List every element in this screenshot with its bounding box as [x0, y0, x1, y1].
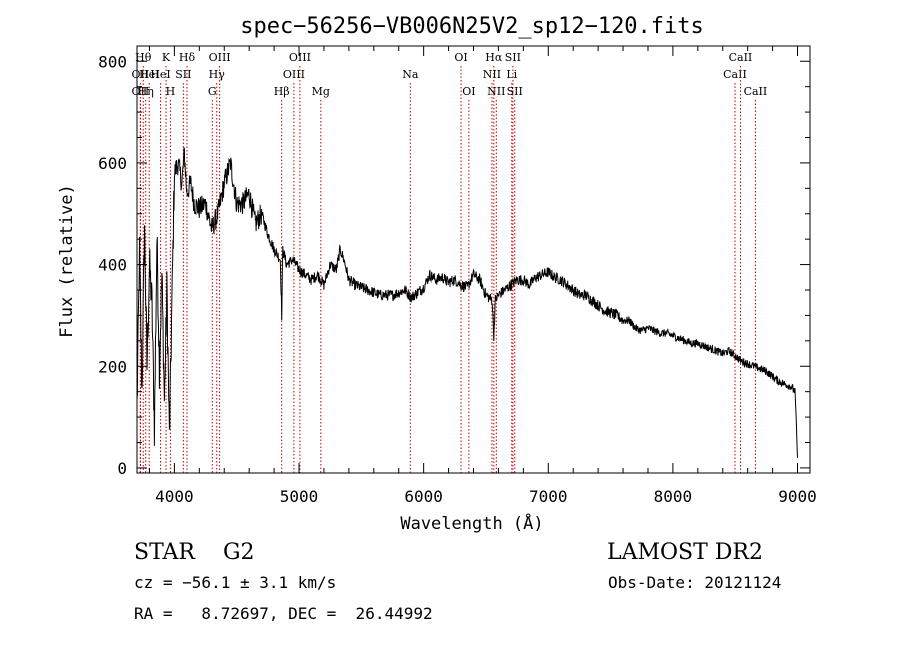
line-label: Hη: [138, 85, 154, 98]
line-label: OIII: [289, 51, 311, 64]
y-tick-label: 400: [98, 256, 127, 275]
ra-dec-line: RA = 8.72697, DEC = 26.44992: [134, 604, 433, 623]
line-label: HeI: [150, 68, 170, 81]
y-axis-label: Flux (relative): [57, 184, 77, 338]
chart-title: spec−56256−VB006N25V2_sp12−120.fits: [240, 14, 704, 39]
line-label: Hθ: [135, 51, 152, 64]
line-label: Hδ: [179, 51, 196, 64]
line-label: CaII: [744, 85, 768, 98]
x-tick-label: 6000: [404, 487, 443, 506]
line-label: NII: [483, 68, 501, 81]
line-label: CaII: [729, 51, 753, 64]
redshift-line: cz = −56.1 ± 3.1 km/s: [134, 573, 337, 592]
line-label: Hγ: [209, 68, 226, 81]
y-tick-label: 0: [117, 459, 127, 478]
y-tick-label: 600: [98, 154, 127, 173]
x-tick-label: 7000: [529, 487, 568, 506]
line-label: SII: [175, 68, 191, 81]
line-label: OIII: [209, 51, 231, 64]
line-label: CaII: [723, 68, 747, 81]
survey-name: LAMOST DR2: [607, 540, 763, 565]
line-label: NII: [487, 85, 505, 98]
object-class: STAR G2: [134, 540, 255, 565]
x-tick-label: 9000: [778, 487, 817, 506]
line-label: OII: [132, 68, 150, 81]
line-label: OIII: [283, 68, 305, 81]
spectrum-line: [136, 147, 798, 458]
line-label: Li: [506, 68, 517, 81]
x-tick-label: 4000: [155, 487, 194, 506]
line-label: OII: [132, 85, 150, 98]
x-tick-label: 5000: [280, 487, 319, 506]
line-label: HeI: [139, 68, 159, 81]
line-label: Na: [402, 68, 419, 81]
x-axis-label: Wavelength (Å): [400, 512, 543, 534]
axes: 4000 5000 6000 7000 8000 9000 0 200 400 600 800: [98, 45, 817, 506]
line-label: OI: [462, 85, 475, 98]
spectrum-series: [136, 147, 798, 458]
y-tick-label: 200: [98, 357, 127, 376]
line-label: SII: [507, 85, 523, 98]
x-tick-label: 8000: [654, 487, 693, 506]
line-label: H: [166, 85, 176, 98]
obs-date: Obs-Date: 20121124: [608, 573, 782, 592]
line-label: Hα: [485, 51, 503, 64]
line-label: Hβ: [274, 85, 290, 98]
plot-frame: [136, 45, 811, 474]
line-label: Mg: [312, 85, 330, 98]
line-label: G: [208, 85, 217, 98]
emission-line-markers: OIIOIIHθHηHeIHeIKHSIIHδGHγOIIIHβOIIIOIII…: [132, 51, 768, 473]
line-label: OI: [454, 51, 467, 64]
y-tick-label: 800: [98, 52, 127, 71]
line-label: SII: [505, 51, 521, 64]
line-label: K: [162, 51, 171, 64]
